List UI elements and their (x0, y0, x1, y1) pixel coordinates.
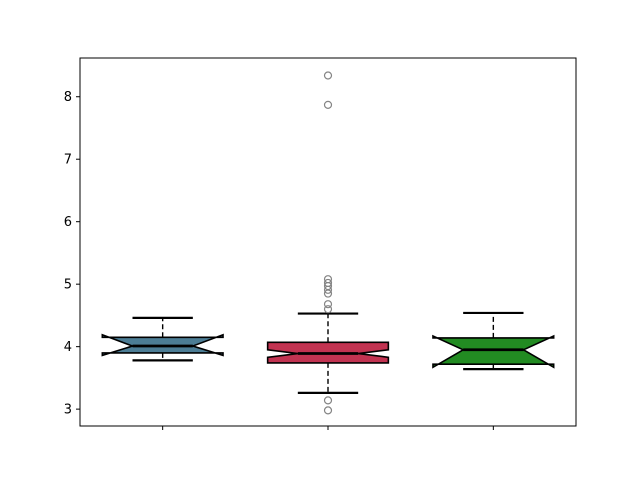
axes-frame (79, 57, 577, 427)
y-tick-label: 5 (64, 278, 72, 293)
y-tick-label: 7 (64, 153, 72, 168)
flier-point (323, 305, 333, 314)
flier-point (323, 396, 333, 405)
y-tick-label: 4 (64, 340, 72, 355)
y-tick-label: 8 (64, 90, 72, 105)
flier-point (323, 300, 333, 309)
flier-point (323, 100, 333, 109)
y-tick-label: 3 (64, 403, 72, 418)
y-tick-label: 6 (64, 215, 72, 230)
box-3 (432, 334, 555, 369)
flier-point (323, 406, 333, 415)
flier-point (323, 285, 333, 294)
flier-point (323, 289, 333, 298)
flier-point (323, 71, 333, 80)
